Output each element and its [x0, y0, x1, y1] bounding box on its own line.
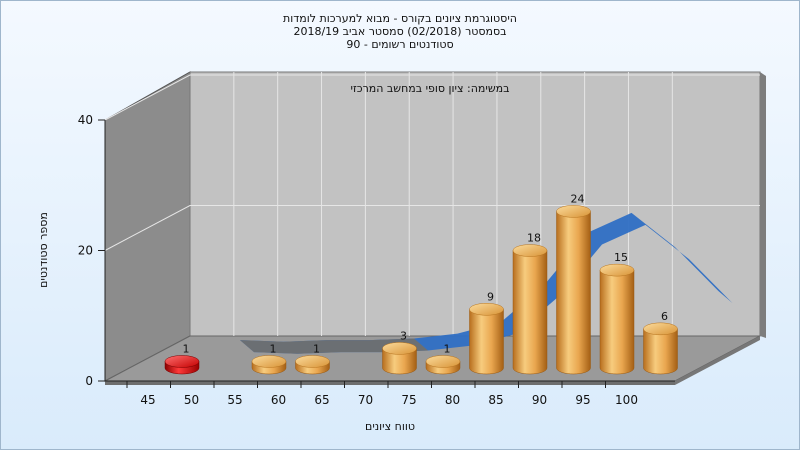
bar	[556, 205, 591, 375]
bar	[382, 342, 417, 375]
bar	[164, 355, 200, 375]
x-tick-label: 95	[575, 393, 590, 407]
x-tick-label: 85	[488, 393, 503, 407]
x-tick-label: 100	[615, 393, 638, 407]
floor-right-edge	[675, 336, 760, 385]
chart-subtitle: במשימה: ציון סופי במחשב המרכזי	[350, 82, 509, 95]
bar-value-label: 24	[571, 192, 585, 205]
bar-value-label: 6	[661, 310, 668, 323]
bar	[295, 355, 330, 375]
side-wall	[104, 71, 191, 382]
bar-value-label: 1	[183, 342, 190, 355]
bar	[469, 303, 504, 375]
back-wall-shadow-right	[760, 72, 766, 338]
y-gridline	[104, 74, 760, 121]
x-tick-label: 55	[227, 393, 242, 407]
bar-value-label: 3	[400, 329, 407, 342]
floor-front-edge	[105, 381, 675, 385]
bar-value-label: 1	[270, 342, 277, 355]
chart-title-line-1: היסטוגרמת ציונים בקורס - מבוא למערכות לו…	[283, 12, 517, 25]
bar	[512, 244, 548, 375]
y-axis-title: מספר סטודנטים	[37, 212, 50, 288]
bar	[643, 322, 678, 375]
bars: 1 1 1 3 1 9 18 24 15 6	[164, 192, 678, 375]
chart-title-line-2: בסמסטר (02/2018) סמסטר אביב 2018/19	[293, 25, 507, 38]
x-tick-label: 45	[140, 393, 155, 407]
bar	[425, 355, 461, 375]
x-tick-label: 75	[401, 393, 416, 407]
x-axis-title: טווח ציונים	[365, 420, 415, 433]
trend-ribbon	[240, 212, 733, 354]
y-tick-label: 0	[85, 374, 93, 388]
x-tick-label: 70	[358, 393, 373, 407]
trend-ribbon-flat-path	[240, 338, 428, 354]
x-tick-label: 65	[314, 393, 329, 407]
x-tick-label: 50	[184, 393, 199, 407]
bar	[251, 355, 287, 375]
bar-value-label: 1	[313, 342, 320, 355]
bar-value-label: 15	[614, 251, 628, 264]
x-tick-label: 90	[532, 393, 547, 407]
y-tick-label: 20	[78, 244, 93, 258]
x-tick-label: 60	[271, 393, 286, 407]
back-wall	[189, 71, 761, 337]
bar-value-label: 1	[444, 342, 451, 355]
bar-value-label: 18	[527, 232, 541, 245]
y-tick-label: 40	[78, 113, 93, 127]
axes: 0 20 40 45 50 55 60 65 70 75 80 85 90 95 100	[78, 113, 675, 407]
bar-value-label: 9	[487, 290, 494, 303]
x-tick-label: 80	[445, 393, 460, 407]
chart-title-line-3: סטודנטים רשומים - 90	[346, 38, 454, 51]
bar	[599, 263, 635, 375]
